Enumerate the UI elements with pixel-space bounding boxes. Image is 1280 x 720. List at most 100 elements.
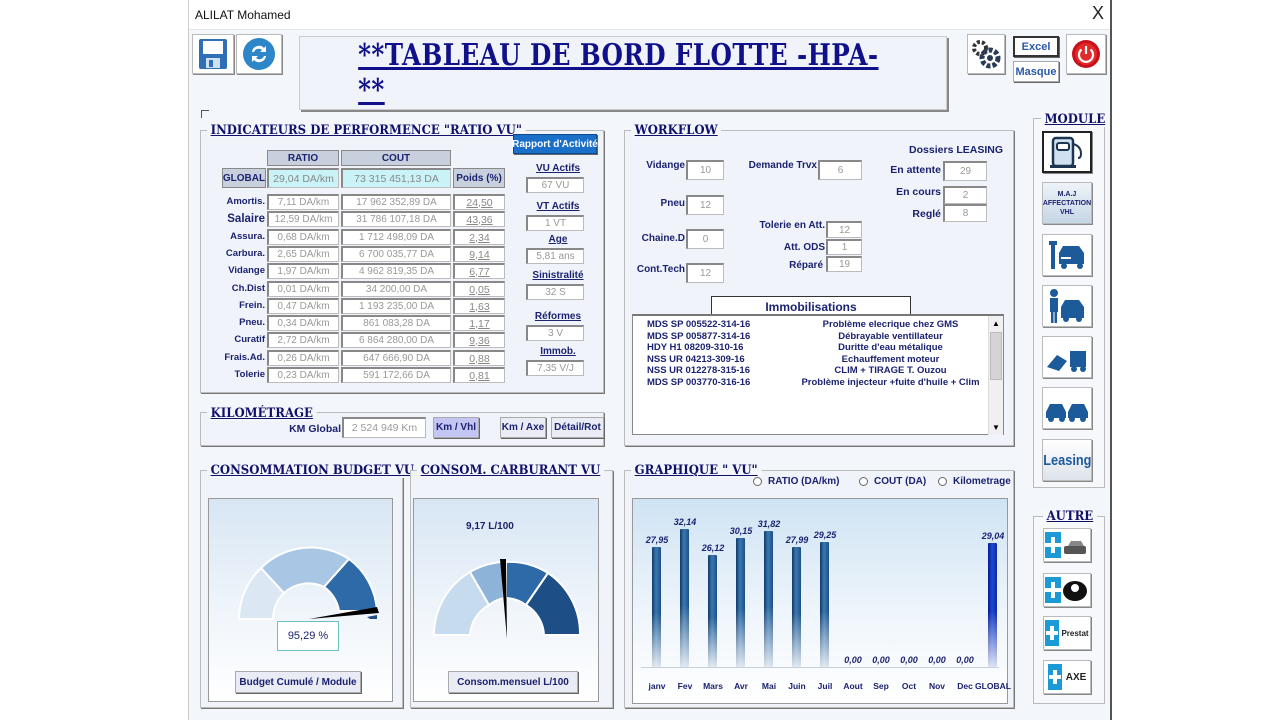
ratio-field[interactable]: 0,01 DA/km <box>267 281 339 297</box>
poids-field[interactable]: 9,36 <box>453 332 505 348</box>
excel-button[interactable]: Excel <box>1013 36 1059 57</box>
vidange-field[interactable]: 10 <box>686 160 724 180</box>
ratio-field[interactable]: 1,97 DA/km <box>267 263 339 279</box>
consom-mensuel-button[interactable]: Consom.mensuel L/100 <box>448 671 578 693</box>
module-sinistre-button[interactable] <box>1042 285 1092 327</box>
stat-field[interactable]: 3 V <box>526 325 584 341</box>
radio-cout[interactable]: COUT (DA) <box>859 476 926 487</box>
poids-field[interactable]: 24,50 <box>453 194 505 210</box>
global-ratio-field[interactable]: 29,04 DA/km <box>267 168 339 188</box>
km-vhl-button[interactable]: Km / Vhl <box>433 417 479 438</box>
refresh-button[interactable] <box>236 34 282 74</box>
km-global-field[interactable]: 2 524 949 Km <box>342 417 426 438</box>
ratio-field[interactable]: 0,26 DA/km <box>267 350 339 366</box>
chart-bar <box>652 547 661 667</box>
masque-button[interactable]: Masque <box>1013 61 1059 82</box>
regle-field[interactable]: 8 <box>943 204 987 222</box>
stat-field[interactable]: 7,35 V/J <box>526 360 584 376</box>
cout-field[interactable]: 6 700 035,77 DA <box>341 246 451 262</box>
immobilisations-list[interactable]: MDS SP 005522-314-16 Problème elecrique c… <box>632 314 1004 435</box>
immobilisation-row[interactable]: NSS UR 012278-315-16 CLIM + TIRAGE T. Ouz… <box>647 365 947 376</box>
global-cout-field[interactable]: 73 315 451,13 DA <box>341 168 451 188</box>
poids-field[interactable]: 0,88 <box>453 350 505 366</box>
title-bar: ALILAT Mohamed X <box>189 0 1110 30</box>
encours-field[interactable]: 2 <box>943 186 987 204</box>
attente-field[interactable]: 29 <box>943 161 987 181</box>
immobilisation-row[interactable]: MDS SP 005522-314-16 Problème elecrique c… <box>647 319 959 330</box>
cout-field[interactable]: 6 864 280,00 DA <box>341 332 451 348</box>
stat-field[interactable]: 5,81 ans <box>526 248 584 264</box>
cout-field[interactable]: 17 962 352,89 DA <box>341 194 451 210</box>
maj-affectation-button[interactable]: M.A.J AFFECTATION VHL <box>1042 182 1092 224</box>
stat-field[interactable]: 32 S <box>526 284 584 300</box>
radio-kilometrage[interactable]: Kilometrage <box>938 476 1011 487</box>
ratio-field[interactable]: 0,23 DA/km <box>267 367 339 383</box>
add-user-button[interactable] <box>1043 573 1091 607</box>
ratio-field[interactable]: 2,72 DA/km <box>267 332 339 348</box>
add-axe-button[interactable]: AXE <box>1043 660 1091 694</box>
cout-field[interactable]: 34 200,00 DA <box>341 281 451 297</box>
poids-field[interactable]: 43,36 <box>453 211 505 227</box>
stat-field[interactable]: 67 VU <box>526 177 584 193</box>
power-button[interactable] <box>1066 34 1106 74</box>
cout-field[interactable]: 1 712 498,09 DA <box>341 229 451 245</box>
cout-field[interactable]: 861 083,28 DA <box>341 315 451 331</box>
scroll-up-icon[interactable]: ▲ <box>992 319 1000 328</box>
leasing-button[interactable]: Leasing <box>1042 439 1092 481</box>
indicateurs-title: INDICATEURS DE PERFORMENCE "RATIO VU" <box>207 123 526 138</box>
bar-value-label: 29,25 <box>813 529 837 540</box>
month-label: Fev <box>677 681 693 691</box>
rapport-activite-button[interactable]: Rapport d'Activité <box>512 134 598 154</box>
poids-field[interactable]: 6,77 <box>453 263 505 279</box>
car-collision-icon <box>1046 404 1088 422</box>
poids-field[interactable]: 9,14 <box>453 246 505 262</box>
poids-field[interactable]: 1,17 <box>453 315 505 331</box>
immobilisations-scrollbar[interactable]: ▲ ▼ <box>988 316 1003 435</box>
cout-field[interactable]: 591 172,66 DA <box>341 367 451 383</box>
poids-field[interactable]: 2,34 <box>453 229 505 245</box>
month-label: Sep <box>873 681 889 691</box>
attods-field[interactable]: 1 <box>826 239 862 255</box>
ratio-field[interactable]: 7,11 DA/km <box>267 194 339 210</box>
conttech-field[interactable]: 12 <box>686 263 724 283</box>
stat-field[interactable]: 1 VT <box>526 215 584 231</box>
poids-field[interactable]: 0,81 <box>453 367 505 383</box>
poids-field[interactable]: 1,63 <box>453 298 505 314</box>
demande-field[interactable]: 6 <box>818 160 862 180</box>
close-icon[interactable]: X <box>1091 3 1104 23</box>
row-label: Assura. <box>230 231 265 242</box>
scroll-thumb[interactable] <box>990 332 1002 380</box>
pneu-field[interactable]: 12 <box>686 195 724 215</box>
add-vehicle-button[interactable] <box>1043 528 1091 562</box>
ratio-field[interactable]: 2,65 DA/km <box>267 246 339 262</box>
cout-field[interactable]: 4 962 819,35 DA <box>341 263 451 279</box>
ratio-field[interactable]: 12,59 DA/km <box>267 211 339 227</box>
carburant-gauge-dial <box>432 559 582 639</box>
cout-field[interactable]: 1 193 235,00 DA <box>341 298 451 314</box>
ratio-field[interactable]: 0,68 DA/km <box>267 229 339 245</box>
cout-field[interactable]: 31 786 107,18 DA <box>341 211 451 227</box>
immobilisation-row[interactable]: HDY H1 08209-310-16 Duritte d'eau métaliq… <box>647 342 943 353</box>
immobilisation-row[interactable]: MDS SP 005877-314-16 Débrayable ventillat… <box>647 330 943 342</box>
save-button[interactable] <box>192 34 234 74</box>
module-reparation-button[interactable] <box>1042 234 1092 276</box>
settings-button[interactable] <box>967 34 1005 74</box>
module-carburant-button[interactable] <box>1042 131 1092 173</box>
immobilisation-row[interactable]: NSS UR 04213-309-16 Echauffement moteur <box>647 353 940 365</box>
immobilisation-row[interactable]: MDS SP 003770-316-16 Problème injecteur +… <box>647 376 980 388</box>
radio-ratio[interactable]: RATIO (DA/km) <box>753 476 839 487</box>
module-depannage-button[interactable] <box>1042 336 1092 378</box>
detail-rot-button[interactable]: Détail/Rot <box>551 417 604 438</box>
cout-field[interactable]: 647 666,90 DA <box>341 350 451 366</box>
km-axe-button[interactable]: Km / Axe <box>500 417 546 438</box>
chaine-field[interactable]: 0 <box>686 229 724 249</box>
budget-cumule-button[interactable]: Budget Cumulé / Module <box>235 671 361 693</box>
module-collision-button[interactable] <box>1042 387 1092 429</box>
poids-field[interactable]: 0,05 <box>453 281 505 297</box>
add-prestat-button[interactable]: Prestat <box>1043 616 1091 650</box>
scroll-down-icon[interactable]: ▼ <box>992 423 1000 432</box>
ratio-field[interactable]: 0,34 DA/km <box>267 315 339 331</box>
ratio-field[interactable]: 0,47 DA/km <box>267 298 339 314</box>
repare-field[interactable]: 19 <box>826 256 862 272</box>
tolerie-field[interactable]: 12 <box>826 221 862 238</box>
